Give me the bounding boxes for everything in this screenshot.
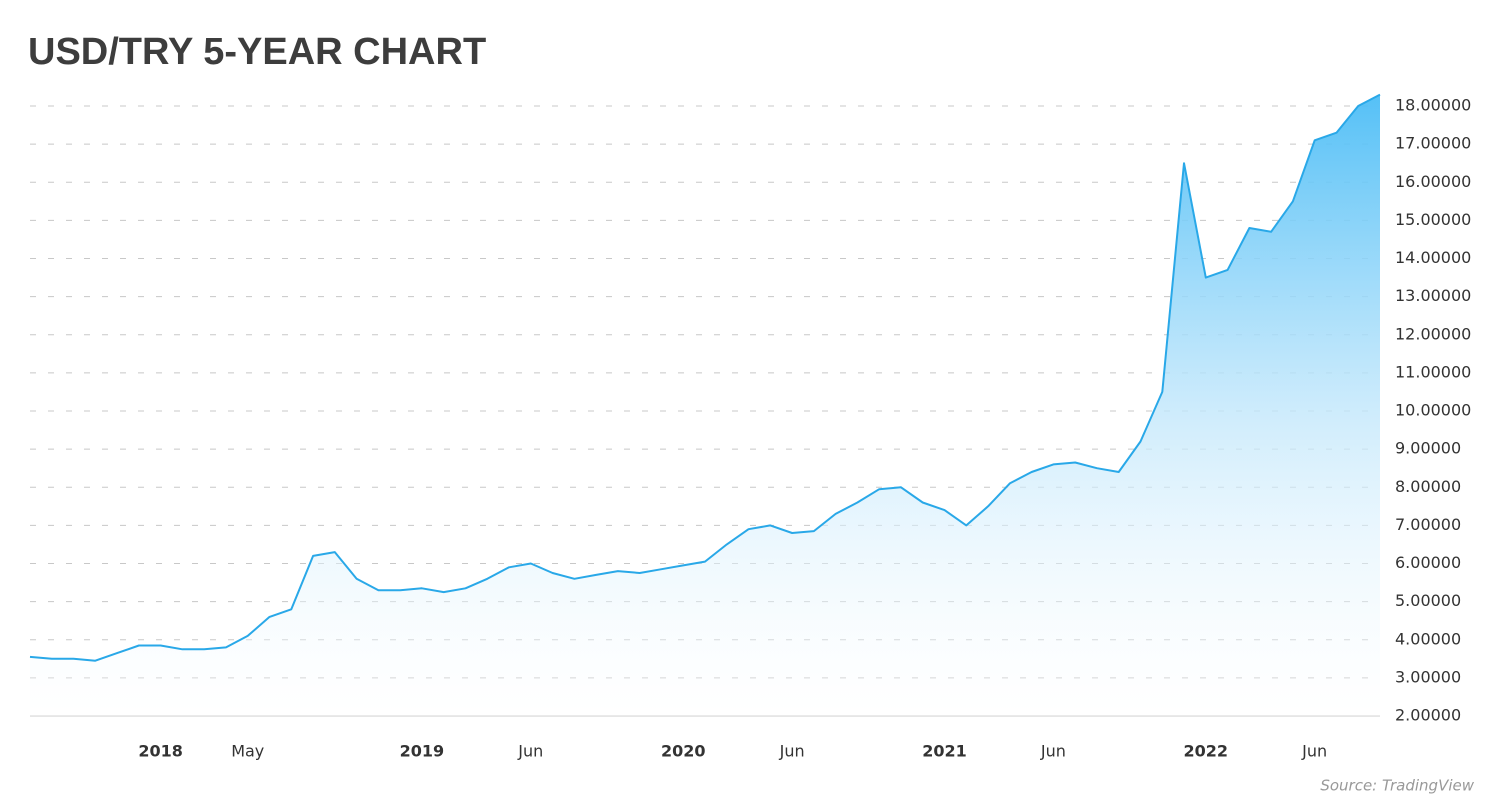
y-tick-label: 9.00000	[1395, 439, 1461, 458]
x-tick-label: 2021	[922, 742, 967, 761]
x-tick-label: May	[231, 742, 264, 761]
y-tick-label: 4.00000	[1395, 629, 1461, 648]
y-tick-label: 13.00000	[1395, 286, 1471, 305]
x-tick-label: 2020	[661, 742, 706, 761]
y-tick-label: 10.00000	[1395, 401, 1471, 420]
x-tick-label: 2022	[1184, 742, 1229, 761]
y-tick-label: 16.00000	[1395, 172, 1471, 191]
y-tick-label: 18.00000	[1395, 96, 1471, 115]
price-line	[29, 93, 1381, 662]
y-tick-label: 3.00000	[1395, 667, 1461, 686]
y-tick-label: 5.00000	[1395, 591, 1461, 610]
y-tick-label: 7.00000	[1395, 515, 1461, 534]
y-tick-label: 15.00000	[1395, 210, 1471, 229]
x-tick-label: 2018	[138, 742, 183, 761]
y-tick-label: 8.00000	[1395, 477, 1461, 496]
y-tick-label: 6.00000	[1395, 553, 1461, 572]
chart-title: USD/TRY 5-YEAR CHART	[28, 31, 486, 73]
x-tick-label: Jun	[1301, 742, 1327, 761]
x-tick-label: Jun	[779, 742, 805, 761]
y-tick-label: 14.00000	[1395, 248, 1471, 267]
y-tick-label: 2.00000	[1395, 706, 1461, 725]
source-note: Source: TradingView	[1320, 777, 1474, 795]
x-tick-label: Jun	[517, 742, 543, 761]
y-tick-label: 11.00000	[1395, 362, 1471, 381]
x-tick-label: Jun	[1040, 742, 1066, 761]
y-tick-label: 12.00000	[1395, 324, 1471, 343]
area-fill	[30, 94, 1380, 717]
y-tick-label: 17.00000	[1395, 134, 1471, 153]
x-tick-label: 2019	[400, 742, 445, 761]
